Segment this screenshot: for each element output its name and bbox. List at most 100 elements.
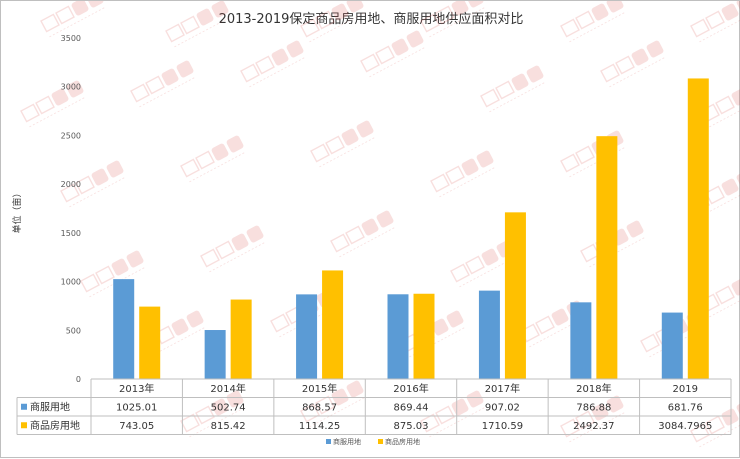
data-value-cell: 743.05 — [119, 421, 154, 432]
legend-swatch — [326, 439, 331, 444]
watermark-glyph — [270, 313, 290, 333]
data-value-cell: 786.88 — [576, 403, 611, 414]
watermark-glyph — [731, 278, 740, 296]
watermark-glyph — [480, 88, 500, 108]
x-tick-label: 2019 — [673, 384, 698, 395]
bar-commercial — [296, 294, 318, 379]
watermark-glyph — [721, 3, 739, 21]
bar-commercial — [661, 312, 683, 379]
watermark-glyph — [445, 165, 465, 185]
bars-layer — [113, 78, 709, 379]
data-value-cell: 907.02 — [485, 403, 520, 414]
watermark-glyph — [226, 390, 244, 408]
watermark-glyph — [591, 3, 609, 21]
watermark-stamp — [165, 1, 230, 48]
watermark-glyph — [705, 415, 725, 435]
watermark-glyph — [86, 1, 104, 8]
watermark-glyph — [406, 30, 424, 48]
watermark-glyph — [180, 15, 200, 35]
watermark-glyph — [71, 1, 89, 16]
watermark-glyph — [211, 1, 229, 18]
watermark-glyph — [476, 150, 494, 168]
watermark-glyph — [580, 243, 600, 263]
watermark-glyph — [450, 263, 470, 283]
watermark-glyph — [451, 398, 469, 416]
y-tick-label: 500 — [66, 326, 81, 335]
watermark-stamp — [40, 1, 105, 38]
watermark-stamp — [60, 160, 125, 208]
watermark-glyph — [615, 55, 635, 75]
watermark-glyph — [435, 405, 455, 425]
watermark-glyph — [286, 40, 304, 58]
watermark-glyph — [705, 10, 725, 30]
watermark-glyph — [195, 150, 215, 170]
data-value-cell: 1710.59 — [482, 421, 523, 432]
watermark-glyph — [325, 135, 345, 155]
legend: 商服用地 商品房用地 — [326, 437, 420, 446]
bar-residential — [230, 299, 252, 379]
watermark-glyph — [346, 1, 364, 13]
watermark-glyph — [575, 410, 595, 430]
watermark-glyph — [240, 63, 260, 83]
watermark-glyph — [731, 88, 740, 106]
y-tick-label: 0 — [76, 375, 81, 384]
series-key-swatch — [21, 422, 27, 429]
legend-label: 商品房用地 — [385, 437, 420, 446]
data-value-cell: 1114.25 — [299, 421, 340, 432]
watermark-glyph — [466, 1, 484, 8]
bar-residential — [139, 306, 161, 379]
watermark-glyph — [430, 173, 450, 193]
watermark-glyph — [435, 5, 455, 25]
watermark-glyph — [176, 60, 194, 78]
y-tick-label: 3000 — [61, 83, 81, 92]
watermark-glyph — [345, 225, 365, 245]
watermark-glyph — [466, 390, 484, 408]
watermark-stamp — [300, 1, 365, 43]
watermark-glyph — [356, 120, 374, 138]
chart-title: 2013-2019保定商品房用地、商服用地供应面积对比 — [219, 11, 524, 27]
watermark-glyph — [186, 310, 204, 328]
watermark-layer — [20, 1, 740, 448]
bar-residential — [322, 270, 344, 379]
data-value-cell: 815.42 — [211, 421, 246, 432]
watermark-glyph — [526, 65, 544, 83]
watermark-glyph — [575, 145, 595, 165]
watermark-glyph — [55, 5, 75, 25]
watermark-glyph — [126, 250, 144, 268]
watermark-glyph — [75, 175, 95, 195]
x-tick-label: 2018年 — [576, 382, 611, 395]
data-value-cell: 1025.01 — [116, 403, 157, 414]
x-tick-label: 2014年 — [210, 382, 245, 395]
watermark-glyph — [165, 23, 185, 43]
watermark-glyph — [271, 48, 289, 66]
series-key-swatch — [21, 403, 27, 410]
bar-commercial — [204, 330, 226, 379]
x-tick-label: 2013年 — [119, 382, 154, 395]
watermark-glyph — [246, 225, 264, 243]
bar-commercial — [570, 302, 592, 379]
data-value-cell: 2492.37 — [573, 421, 614, 432]
y-axis-label: 单位（亩） — [11, 188, 23, 233]
watermark-stamp — [330, 210, 395, 258]
watermark-glyph — [20, 103, 40, 123]
data-value-cell: 875.03 — [394, 421, 429, 432]
x-tick-label: 2016年 — [393, 382, 428, 395]
watermark-glyph — [721, 408, 739, 426]
watermark-glyph — [376, 210, 394, 228]
bar-residential — [596, 136, 618, 379]
watermark-glyph — [451, 1, 469, 16]
watermark-stamp — [240, 40, 305, 88]
bar-commercial — [478, 290, 500, 379]
watermark-glyph — [346, 380, 364, 398]
watermark-glyph — [91, 168, 109, 186]
watermark-stamp — [430, 150, 495, 198]
watermark-glyph — [446, 310, 464, 328]
watermark-glyph — [646, 40, 664, 58]
watermark-glyph — [315, 10, 335, 30]
watermark-glyph — [420, 413, 440, 433]
watermark-glyph — [600, 63, 620, 83]
watermark-glyph — [461, 158, 479, 176]
watermark-glyph — [40, 13, 60, 33]
watermark-glyph — [715, 95, 735, 115]
watermark-glyph — [560, 18, 580, 38]
